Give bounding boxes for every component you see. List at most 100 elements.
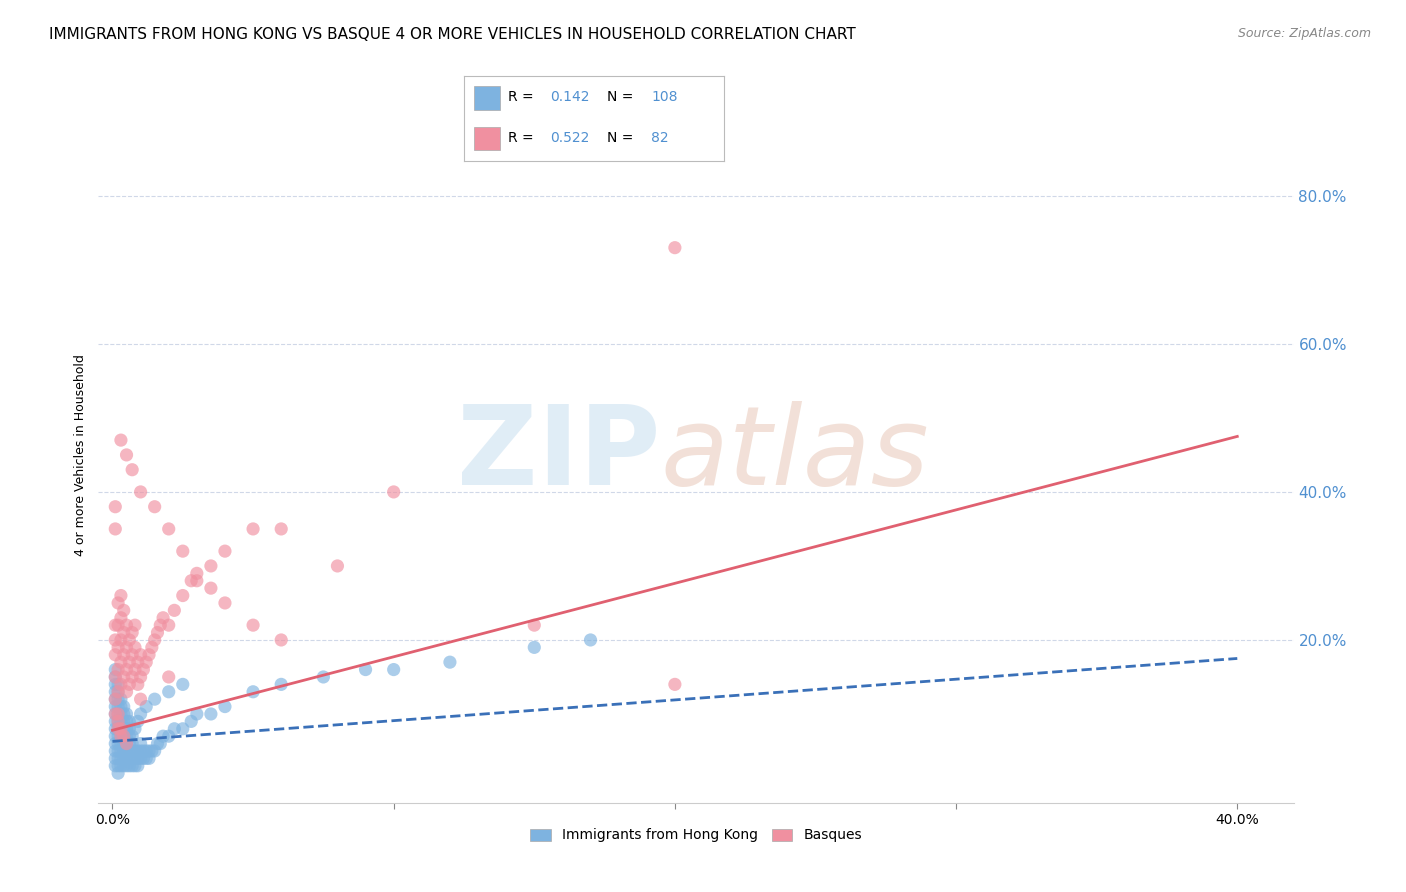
Point [115, 737, 138, 751]
Point [127, 714, 149, 729]
Y-axis label: 4 or more Vehicles in Household: 4 or more Vehicles in Household [75, 354, 87, 556]
Point [118, 737, 141, 751]
Text: N =: N = [607, 90, 638, 104]
Point [110, 729, 132, 743]
Point [124, 663, 146, 677]
Point [107, 618, 129, 632]
Point [118, 677, 141, 691]
Point [523, 640, 546, 655]
Point [104, 692, 127, 706]
Point [107, 714, 129, 729]
Point [115, 737, 138, 751]
Point [118, 632, 141, 647]
Point [180, 714, 202, 729]
Point [104, 663, 127, 677]
Point [110, 737, 132, 751]
Point [664, 677, 686, 691]
Point [157, 618, 180, 632]
Point [152, 611, 174, 625]
Point [270, 522, 292, 536]
Point [104, 759, 127, 773]
Point [172, 589, 194, 603]
Point [439, 655, 461, 669]
Point [115, 706, 138, 721]
Point [107, 699, 129, 714]
Point [157, 729, 180, 743]
Point [110, 759, 132, 773]
Point [163, 722, 186, 736]
Point [163, 603, 186, 617]
Point [118, 722, 141, 736]
Point [200, 706, 222, 721]
Point [186, 706, 208, 721]
Point [172, 544, 194, 558]
Point [107, 766, 129, 780]
Point [112, 648, 135, 662]
Point [312, 670, 335, 684]
Point [118, 751, 141, 765]
Point [135, 699, 157, 714]
Point [121, 759, 143, 773]
Point [104, 670, 127, 684]
Point [107, 663, 129, 677]
Point [112, 603, 135, 617]
Point [180, 574, 202, 588]
Point [107, 706, 129, 721]
Point [107, 722, 129, 736]
Point [107, 729, 129, 743]
Point [118, 744, 141, 758]
Point [107, 722, 129, 736]
Point [110, 655, 132, 669]
Point [115, 729, 138, 743]
Point [104, 699, 127, 714]
Point [124, 722, 146, 736]
Point [200, 581, 222, 595]
Point [214, 596, 236, 610]
Point [107, 596, 129, 610]
Point [270, 632, 292, 647]
Point [104, 677, 127, 691]
Point [110, 632, 132, 647]
Point [110, 722, 132, 736]
Point [115, 751, 138, 765]
Point [115, 722, 138, 736]
Point [110, 433, 132, 447]
Point [121, 744, 143, 758]
Point [115, 744, 138, 758]
Point [112, 737, 135, 751]
Point [118, 714, 141, 729]
Point [200, 558, 222, 573]
Point [118, 729, 141, 743]
Point [112, 699, 135, 714]
Point [121, 648, 143, 662]
Point [129, 706, 152, 721]
Point [110, 729, 132, 743]
Point [107, 685, 129, 699]
Point [121, 463, 143, 477]
Point [152, 729, 174, 743]
Point [157, 522, 180, 536]
Point [127, 677, 149, 691]
Point [129, 670, 152, 684]
Point [121, 670, 143, 684]
Text: R =: R = [508, 90, 538, 104]
Point [107, 737, 129, 751]
Point [135, 744, 157, 758]
Point [664, 241, 686, 255]
Point [129, 751, 152, 765]
Point [107, 744, 129, 758]
Point [121, 751, 143, 765]
Point [104, 722, 127, 736]
Point [112, 751, 135, 765]
Point [127, 744, 149, 758]
Point [115, 759, 138, 773]
Point [110, 699, 132, 714]
Text: Source: ZipAtlas.com: Source: ZipAtlas.com [1237, 27, 1371, 40]
Point [157, 670, 180, 684]
Point [149, 737, 172, 751]
Text: 0.522: 0.522 [550, 131, 589, 145]
Point [326, 558, 349, 573]
Point [141, 744, 163, 758]
Point [143, 744, 166, 758]
Text: 82: 82 [651, 131, 669, 145]
